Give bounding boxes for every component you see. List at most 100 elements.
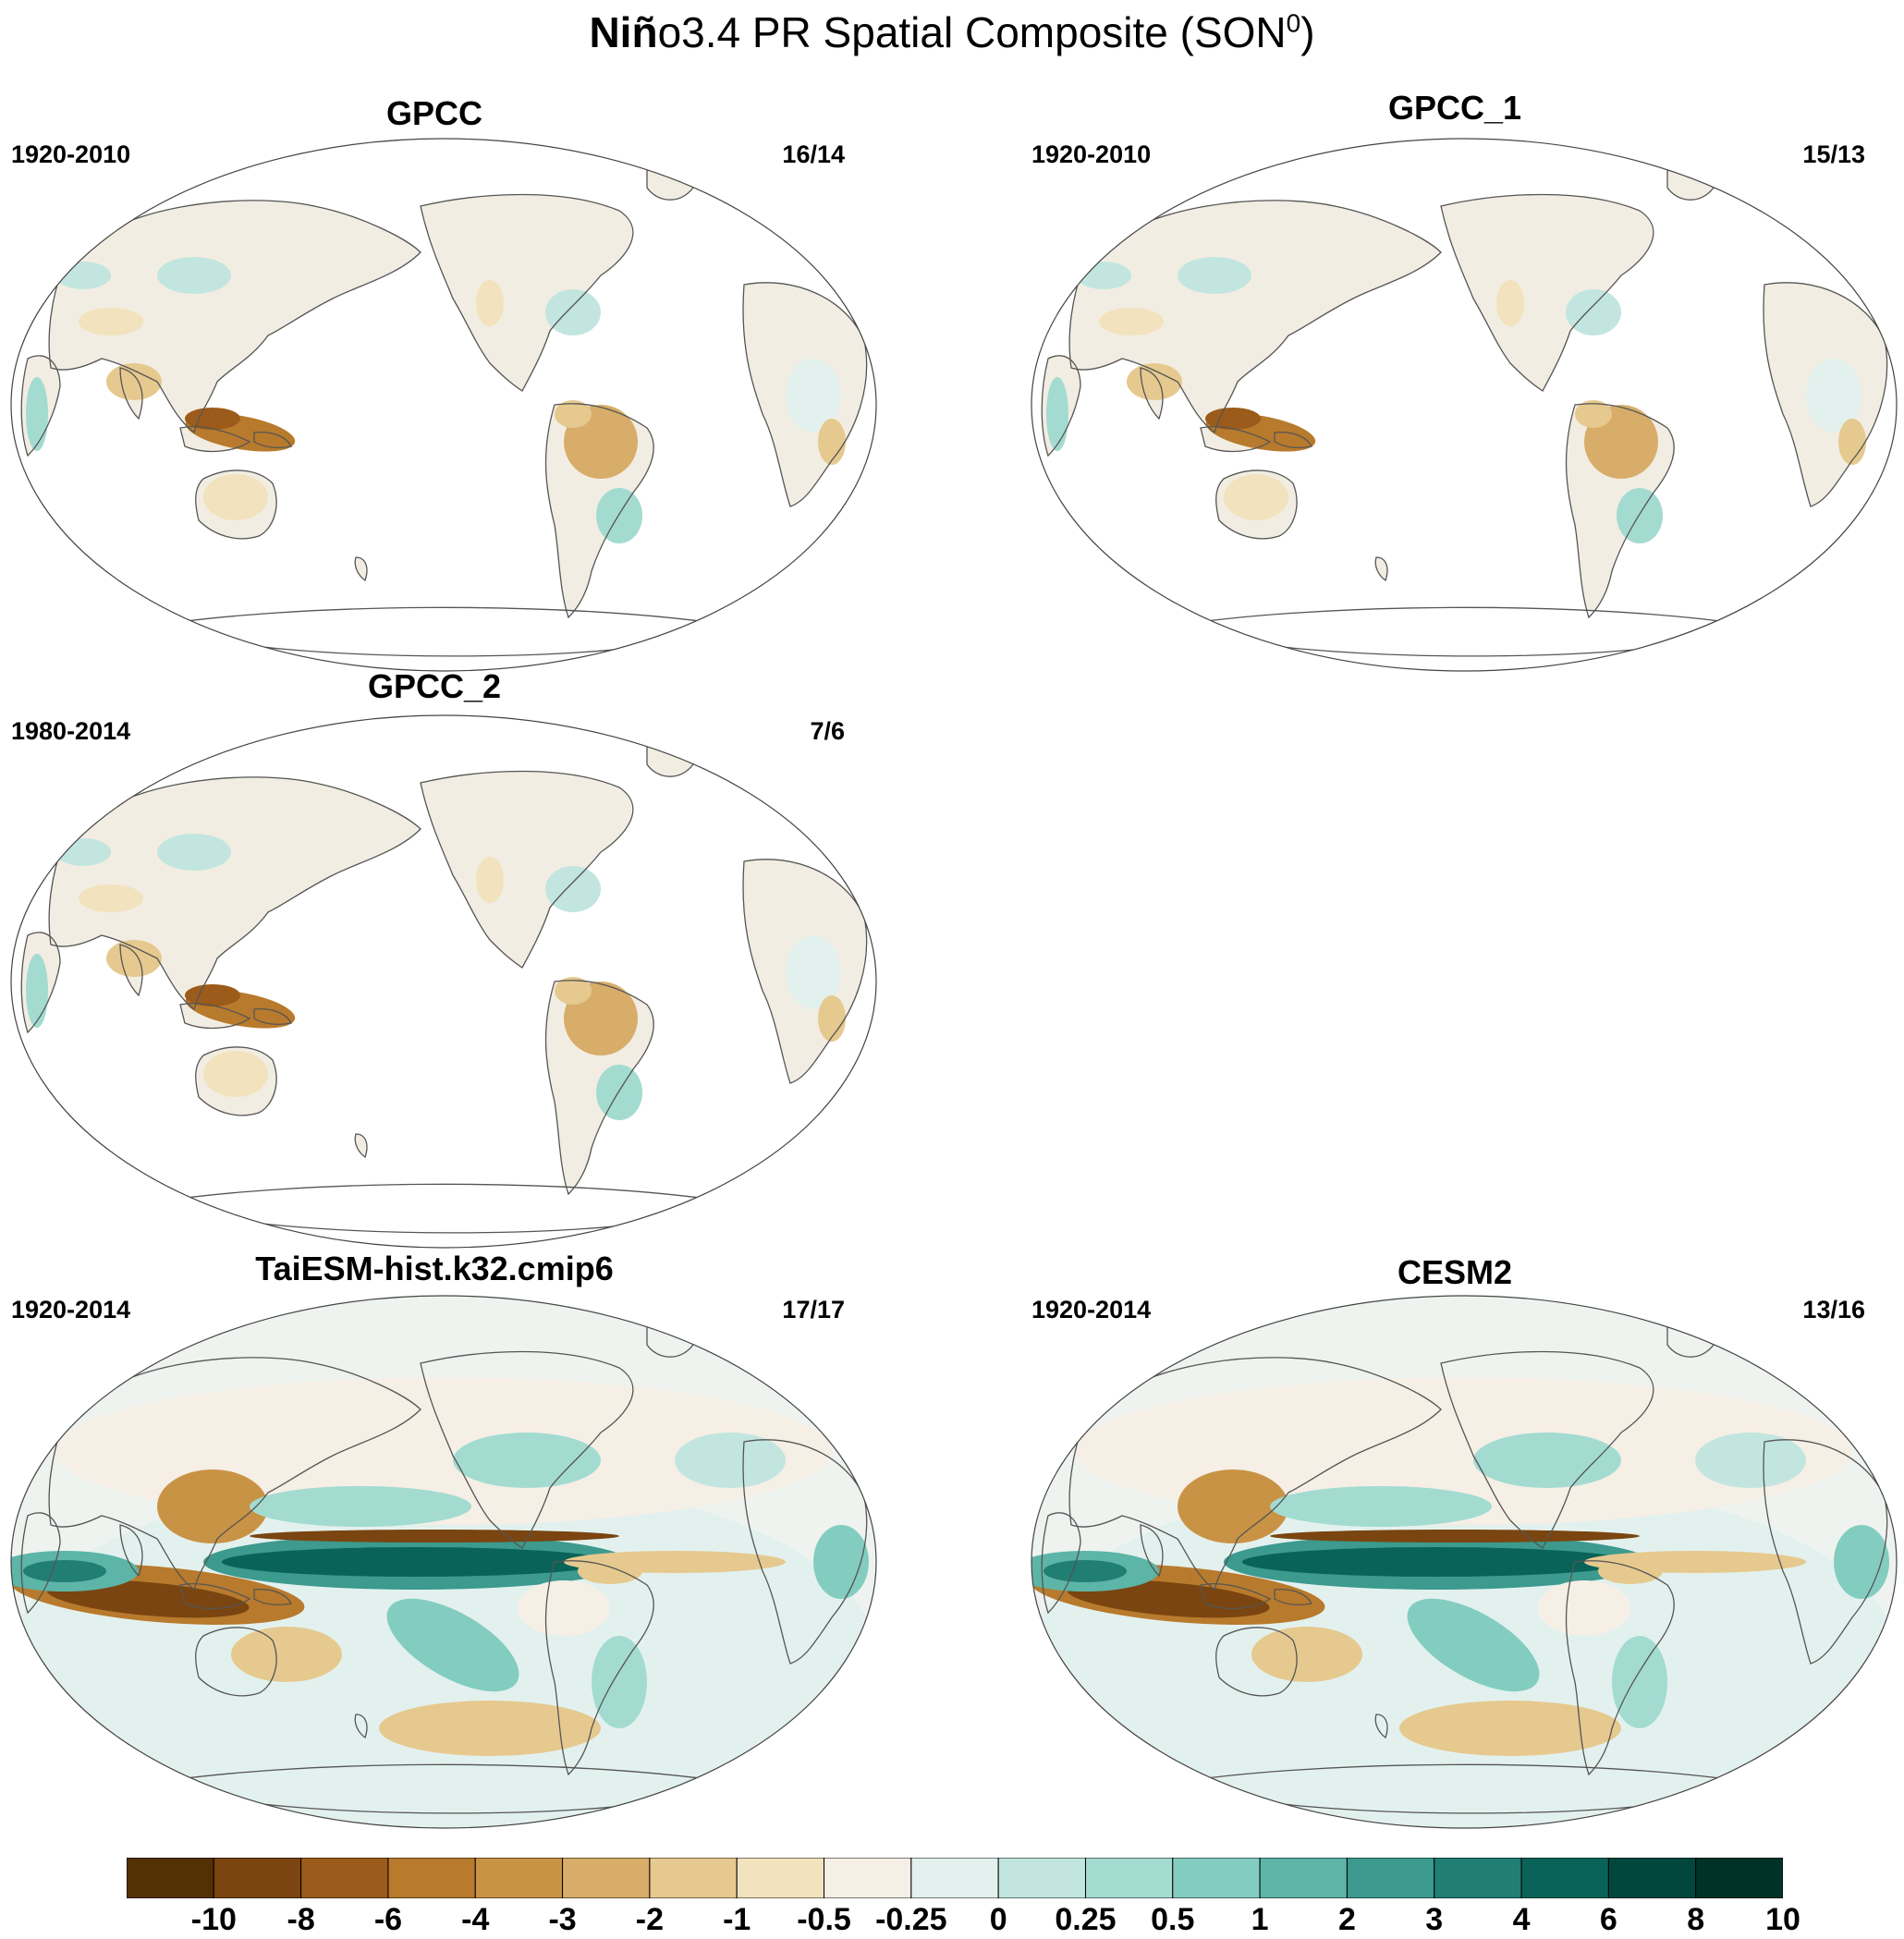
land-new-zealand-fill — [355, 557, 367, 580]
map-border — [10, 1295, 877, 1829]
colorbar-tick-label: -4 — [461, 1902, 490, 1937]
dry-anomaly — [157, 1469, 268, 1543]
colorbar-segment — [1695, 1857, 1784, 1899]
colorbar-segment — [562, 1857, 651, 1899]
colorbar-tick-label: 3 — [1425, 1902, 1444, 1937]
wet-anomaly — [157, 834, 231, 871]
land-australia-outline — [195, 1046, 277, 1116]
wet-anomaly — [592, 1636, 647, 1728]
land-africa-east-outline — [742, 1439, 868, 1665]
wet-anomaly-strong — [222, 1547, 610, 1577]
land-new-guinea-outline — [253, 1589, 292, 1605]
land-australia-outline — [1215, 1627, 1298, 1697]
wet-anomaly — [545, 289, 601, 335]
dry-anomaly — [203, 474, 268, 520]
colorbar-tick-label: -1 — [723, 1902, 751, 1937]
dry-anomaly-strong — [1205, 408, 1261, 430]
dry-anomaly-strong — [185, 984, 240, 1006]
land-new-guinea-outline — [1274, 1589, 1312, 1605]
land-africa-west-outline — [20, 1512, 61, 1615]
panel-years: 1920-2014 — [1031, 1296, 1152, 1323]
colorbar-tick-label: -3 — [548, 1902, 577, 1937]
land-africa-west-outline — [20, 355, 61, 457]
panel-years: 1920-2014 — [11, 1296, 131, 1323]
land-north-america-fill — [421, 194, 633, 391]
colorbar-tick-label: 2 — [1337, 1902, 1356, 1937]
colorbar-segment — [213, 1857, 302, 1899]
colorbar-tick-label: 6 — [1599, 1902, 1617, 1937]
wet-anomaly — [813, 1525, 869, 1599]
land-africa-east-outline — [742, 859, 868, 1084]
panel-count: 7/6 — [810, 717, 845, 745]
neutral — [1538, 1580, 1630, 1636]
panel-taiesm: TaiESM-hist.k32.cmip6 1920-2014 17/17 — [0, 1250, 877, 1829]
land-maritime-continent-outline — [1200, 1583, 1272, 1610]
dry-anomaly-strong — [46, 1579, 250, 1618]
colorbar-segment — [1520, 1857, 1609, 1899]
land-new-zealand-outline — [1374, 556, 1388, 582]
wet-anomaly — [596, 1065, 642, 1120]
land-india-outline — [119, 944, 143, 997]
map — [10, 138, 877, 672]
land-new-guinea-outline — [253, 432, 292, 448]
land-north-america-outline — [1440, 193, 1654, 392]
colorbar-segment — [474, 1857, 564, 1899]
wet-anomaly-strong — [23, 1560, 106, 1582]
colorbar-tick-label: 8 — [1687, 1902, 1705, 1937]
land-antarctica-fill — [148, 1184, 739, 1233]
wet-anomaly — [596, 488, 642, 543]
land-north-america-outline — [420, 193, 634, 392]
land-antarctica-fill — [148, 607, 739, 656]
land-africa-west-outline — [1041, 355, 1081, 457]
dry-anomaly — [1838, 419, 1866, 465]
panel-years: 1920-2010 — [1031, 140, 1152, 168]
land-north-america-outline — [1440, 1350, 1654, 1549]
colorbar — [126, 1857, 1784, 1899]
wet-anomaly — [55, 838, 111, 866]
dry-band-north — [250, 1530, 619, 1543]
panel-title: GPCC — [385, 94, 482, 132]
colorbar-segment — [1607, 1857, 1697, 1899]
colorbar-tick-label: -2 — [635, 1902, 665, 1937]
land-eurasia-fill — [49, 200, 421, 433]
neutral — [518, 1580, 610, 1636]
colorbar-tick-label: 1 — [1251, 1902, 1269, 1937]
land-africa-west-outline — [20, 932, 61, 1034]
wet-anomaly — [675, 1433, 786, 1488]
colorbar-segment — [736, 1857, 825, 1899]
wet-anomaly — [1046, 377, 1068, 451]
wet-anomaly — [453, 1433, 601, 1488]
title-main-part: o3.4 PR Spatial Composite (SON — [657, 8, 1287, 56]
dry-anomaly — [203, 1051, 268, 1097]
wet-anomaly — [26, 377, 48, 451]
dry-anomaly — [79, 308, 143, 335]
dry-band-atlantic — [1584, 1551, 1806, 1573]
panel-count: 13/16 — [1802, 1296, 1865, 1323]
colorbar-tick-label: -0.5 — [797, 1902, 851, 1937]
land-new-zealand-fill — [355, 1134, 367, 1157]
land-eurasia-outline — [48, 200, 421, 434]
land-eurasia-outline — [1068, 200, 1442, 434]
dry-anomaly — [231, 1627, 342, 1682]
land-australia-outline — [1215, 470, 1298, 540]
colorbar-tick-label: 10 — [1765, 1902, 1800, 1937]
wet-anomaly — [1695, 1433, 1806, 1488]
title-end-part: ) — [1300, 8, 1315, 56]
panel-gpcc-2: GPCC_2 1980-2014 7/6 — [0, 667, 877, 1249]
panel-count: 15/13 — [1802, 140, 1865, 168]
dry-anomaly — [476, 280, 504, 326]
dry-anomaly — [818, 995, 846, 1042]
land-new-zealand-outline — [1374, 1713, 1388, 1739]
land-maritime-continent-outline — [179, 426, 251, 453]
wet-anomaly — [1612, 1636, 1667, 1728]
colorbar-segment — [997, 1857, 1086, 1899]
colorbar-labels: -10 -8 -6 -4 -3 -2 -1 -0.5 -0.25 0 0.25 0.5 1 2 3 4 6 8 10 — [0, 1902, 1904, 1939]
colorbar-tick-label: -10 — [190, 1902, 237, 1937]
land-eurasia-fill — [1069, 200, 1441, 433]
wet-anomaly — [545, 866, 601, 912]
map — [1031, 138, 1898, 672]
land-south-america-outline — [1565, 403, 1675, 619]
wet-anomaly — [1566, 289, 1621, 335]
dry-anomaly — [818, 419, 846, 465]
wet-band — [1270, 1486, 1492, 1527]
